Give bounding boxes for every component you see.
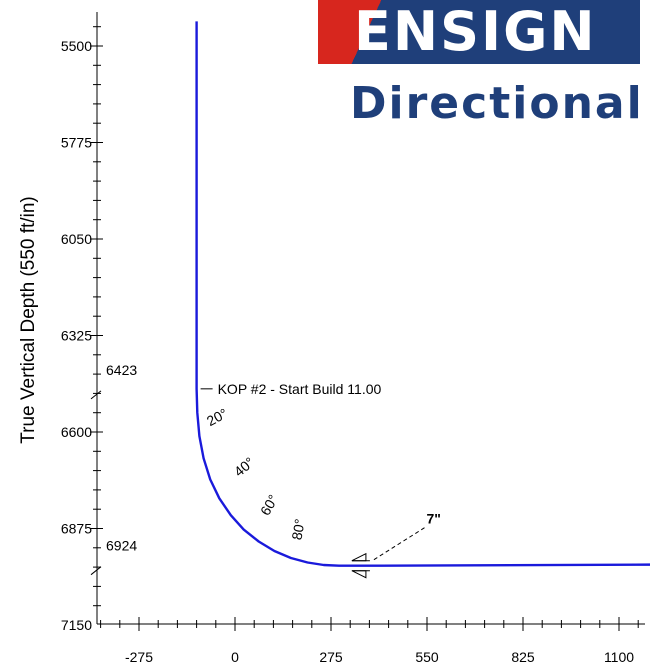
casing-label: 7" xyxy=(426,511,440,527)
y-tick-label: 6325 xyxy=(61,328,92,344)
depth-marker-tick xyxy=(90,390,102,400)
depth-marker-tick xyxy=(90,566,102,576)
inclination-label: 80° xyxy=(288,518,307,542)
inclination-label: 60° xyxy=(257,492,281,518)
y-tick-label: 6875 xyxy=(61,521,92,537)
y-tick-label: 6600 xyxy=(61,424,92,440)
casing-leader-line xyxy=(373,527,425,561)
x-tick-label: 0 xyxy=(231,649,239,665)
y-axis-label: True Vertical Depth (550 ft/in) xyxy=(18,196,39,443)
logo-band xyxy=(318,0,640,64)
inclination-label: 40° xyxy=(231,454,258,480)
x-tick-label: 550 xyxy=(415,649,439,665)
x-tick-label: 275 xyxy=(319,649,343,665)
depth-marker-label: 6423 xyxy=(106,362,137,378)
ensign-logo-banner: ENSIGN xyxy=(318,0,640,64)
y-tick-label: 5775 xyxy=(61,135,92,151)
depth-marker-label: 6924 xyxy=(106,538,137,554)
logo-brand-text: ENSIGN xyxy=(354,0,597,63)
inclination-label: 20° xyxy=(204,405,230,429)
x-tick-label: 825 xyxy=(511,649,535,665)
casing-shoe-top xyxy=(351,552,367,562)
x-tick-label: -275 xyxy=(125,649,153,665)
wellbore-path xyxy=(195,21,650,567)
y-tick-label: 6050 xyxy=(61,231,92,247)
kop-annotation: KOP #2 - Start Build 11.00 xyxy=(218,381,382,397)
logo-directional-text: Directional xyxy=(350,78,644,129)
casing-shoe-bottom xyxy=(351,570,367,579)
y-tick-label: 7150 xyxy=(61,617,92,633)
y-tick-label: 5500 xyxy=(61,38,92,54)
x-tick-label: 1100 xyxy=(604,649,634,665)
